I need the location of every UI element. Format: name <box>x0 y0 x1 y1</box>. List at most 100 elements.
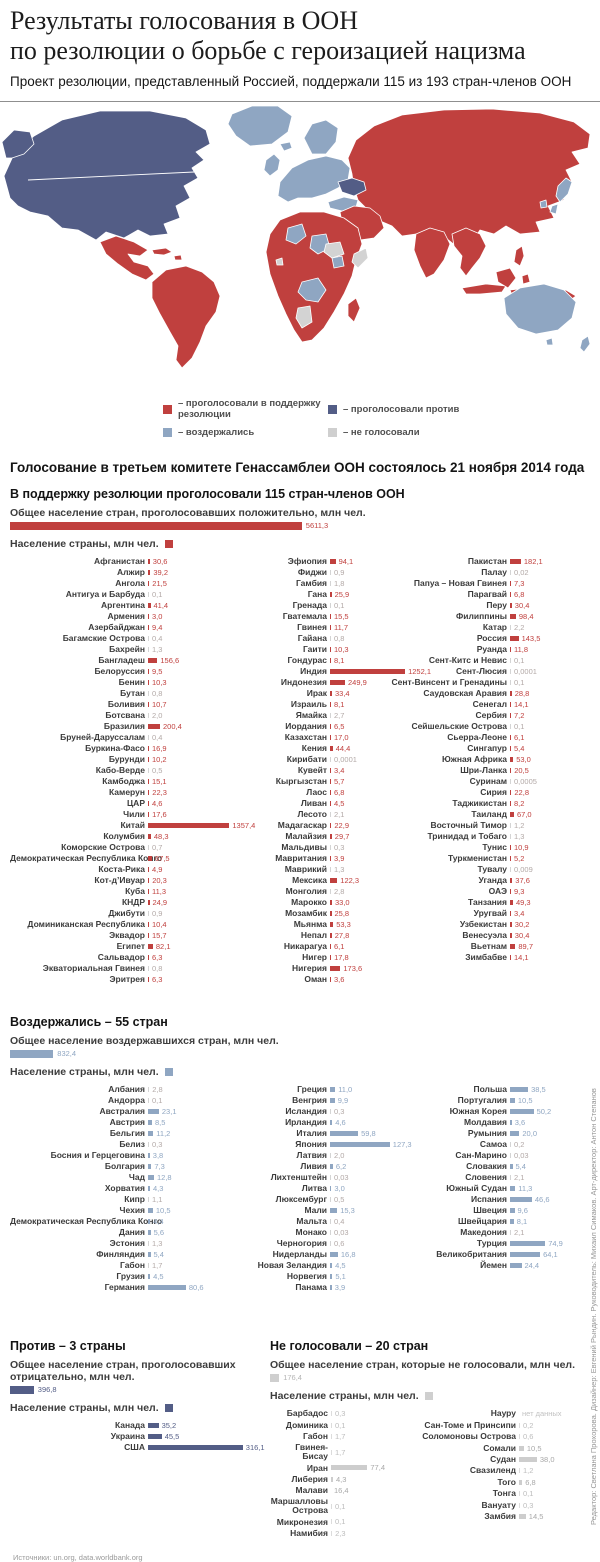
country-bar <box>330 1208 338 1214</box>
country-bar <box>148 1120 152 1126</box>
country-bar-group: 67,0 <box>510 810 532 819</box>
country-row: Аргентина 41,4 <box>10 600 200 611</box>
country-bar-group: 49,3 <box>510 898 531 907</box>
country-value: 53,0 <box>516 755 531 765</box>
country-row: Габон 1,7 <box>10 1260 200 1271</box>
country-bar <box>510 614 516 620</box>
country-bar <box>330 1142 390 1148</box>
country-bar <box>519 1491 520 1497</box>
country-label: Соломоновы Острова <box>422 1431 516 1442</box>
country-bar-group: 0,1 <box>331 1502 345 1511</box>
country-bar <box>148 834 151 840</box>
country-value: 3,0 <box>334 1184 345 1194</box>
country-label: Китай <box>120 820 145 831</box>
section-against: Против – 3 страны Общее население стран,… <box>0 1339 265 1539</box>
country-bar <box>330 1263 333 1269</box>
map-region-tasmania <box>545 337 554 346</box>
country-bar <box>510 779 511 785</box>
country-value: 10,7 <box>152 700 167 710</box>
country-row: Мальдивы 0,3 <box>200 842 385 853</box>
country-row: Микронезия 0,1 <box>270 1516 420 1527</box>
country-label: Македония <box>460 1227 507 1238</box>
country-label: Финляндия <box>96 1249 145 1260</box>
country-value: 9,5 <box>152 667 163 677</box>
country-row: Ботсвана 2,0 <box>10 710 200 721</box>
country-value: 8,1 <box>516 1217 528 1227</box>
country-label: Вануату <box>481 1499 516 1510</box>
country-value: 29,7 <box>334 832 350 842</box>
country-value: 2,7 <box>334 711 345 721</box>
country-row: Гвинея 11,7 <box>200 622 385 633</box>
total-value: 5611,3 <box>305 521 329 531</box>
country-label: Афганистан <box>94 556 145 567</box>
country-row: Малайзия 29,7 <box>200 831 385 842</box>
country-bar <box>330 966 341 972</box>
country-label: Микронезия <box>276 1516 328 1527</box>
country-bar <box>510 603 512 609</box>
country-value: 16,9 <box>152 744 167 754</box>
country-bar-group: 2,1 <box>510 1173 524 1182</box>
country-row: Гайана 0,8 <box>200 633 385 644</box>
country-column: Польша 38,5 Португалия 10,5 Южная Корея 50,2 М… <box>385 1084 600 1271</box>
country-label: Индия <box>300 666 327 677</box>
country-bar <box>148 713 149 719</box>
country-label: Того <box>497 1476 516 1487</box>
country-bar-group: 5,2 <box>510 854 524 863</box>
country-bar-group: 0,8 <box>148 689 162 698</box>
country-row: Нидерланды 16,8 <box>200 1249 385 1260</box>
country-label: Барбадос <box>286 1408 328 1419</box>
country-bar-group: 1,8 <box>330 579 344 588</box>
country-value: 14,5 <box>528 1511 544 1521</box>
country-bar-group: 0,1 <box>510 656 524 665</box>
country-bar-group: 9,3 <box>510 887 524 896</box>
country-value: 30,6 <box>152 557 168 567</box>
country-row: Барбадос 0,3 <box>270 1408 420 1419</box>
country-label: Эквадор <box>109 930 145 941</box>
country-bar-group: 7,3 <box>148 1162 165 1171</box>
country-label: Бахрейн <box>109 644 145 655</box>
country-bar <box>330 680 345 686</box>
country-bar <box>330 757 331 763</box>
country-row: Нигер 17,8 <box>200 952 385 963</box>
country-label: Демократическая Республика Конго <box>10 1216 163 1227</box>
country-column: Барбадос 0,3 Доминика 0,1 Габон 1,7 Гвинея-Бис… <box>270 1408 420 1539</box>
country-label: Израиль <box>290 699 327 710</box>
country-row: Гвинея-Бисау 1,7 <box>270 1442 420 1462</box>
country-bar <box>330 713 331 719</box>
country-bar-group: 9,5 <box>148 667 162 676</box>
country-row: Канада 35,2 <box>10 1420 250 1431</box>
country-value: 21,5 <box>152 579 167 589</box>
country-bar <box>510 1164 513 1170</box>
country-bar <box>148 900 150 906</box>
country-bar-group: 16,4 <box>331 1486 349 1495</box>
country-bar <box>510 889 511 895</box>
section-novote-total-label: Общее население стран, которые не голосо… <box>270 1359 576 1372</box>
country-bar-group: 0,03 <box>510 1151 529 1160</box>
country-bar <box>510 1208 515 1214</box>
country-bar-group: 59,8 <box>330 1129 376 1138</box>
country-bar <box>148 801 149 807</box>
country-value: 10,4 <box>152 920 167 930</box>
country-value: 4,4 <box>153 1217 164 1227</box>
country-row: Чад 12,8 <box>10 1172 200 1183</box>
country-bar-group: 5,7 <box>330 777 344 786</box>
country-value: 48,3 <box>153 832 169 842</box>
country-value: 9,3 <box>514 887 525 897</box>
country-label: Гаити <box>302 644 327 655</box>
country-row: Гондурас 8,1 <box>200 655 385 666</box>
country-row: Сан-Томе и Принсипи 0,2 <box>420 1420 600 1431</box>
country-bar <box>510 592 511 598</box>
country-value: 15,7 <box>152 931 167 941</box>
country-bar-group: 30,4 <box>510 601 529 610</box>
map-region-south-sudan <box>331 255 345 269</box>
country-value: 27,8 <box>334 931 350 941</box>
country-label: Катар <box>482 622 507 633</box>
country-row: Нигерия 173,6 <box>200 963 385 974</box>
country-value: 316,1 <box>245 1443 265 1453</box>
country-bar-group: 6,2 <box>330 1162 346 1171</box>
country-value: нет данных <box>522 1409 562 1419</box>
country-row: Непал 27,8 <box>200 930 385 941</box>
page-title: Результаты голосования в ООН по резолюции… <box>10 6 590 65</box>
country-row: Коста-Рика 4,9 <box>10 864 200 875</box>
country-bar <box>330 801 331 807</box>
